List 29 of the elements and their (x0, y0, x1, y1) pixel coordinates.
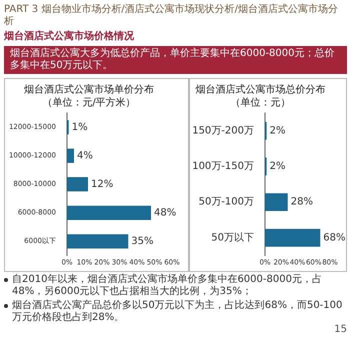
chart-title: 烟台酒店式公寓市场单价分布 (24, 84, 154, 96)
data-label: 68% (323, 232, 346, 244)
text: 烟台酒店式公寓市场价格情况 (4, 29, 135, 43)
data-label: 35% (131, 236, 154, 247)
bar (265, 228, 320, 247)
text: 烟台酒店式公寓产品总价多以50万元以下为主，占比达到68%，而50-100万元价格段也占到28%。 (12, 300, 344, 324)
bar (67, 234, 128, 248)
text: 15 (333, 324, 347, 335)
chart-subtitle: （单位：元） (230, 96, 290, 109)
data-label: 28% (290, 196, 313, 208)
bar (67, 206, 151, 220)
bar (265, 193, 288, 212)
bar (67, 177, 88, 192)
data-label: 48% (154, 207, 176, 218)
chart-title: 烟台酒店式公寓市场总价分布 (196, 84, 326, 96)
data-label: 2% (270, 125, 286, 136)
text: 烟台酒店式公寓大多为低总价产品，单价主要集中在6000-8000元；总价多集中在50万元以下。 (4, 46, 347, 74)
data-label: 12% (91, 178, 114, 190)
y-tick-label: 50万以下 (211, 231, 254, 244)
text: 自2010年以来，烟台酒店式公寓市场单价多集中在6000-8000元，占48%，另6000元以下也占据相当大的比例，为35%； (12, 274, 323, 298)
text: PART 3 烟台物业市场分析/酒店式公寓市场现状分析/烟台酒店式公寓市场分析 (4, 4, 340, 28)
data-label: 1% (72, 122, 88, 133)
y-tick-label: 50万-100万 (198, 196, 254, 208)
bar (67, 148, 74, 163)
data-label: 4% (77, 150, 93, 162)
chart-subtitle: （单位：元/平方米） (42, 96, 136, 109)
data-label: 2% (270, 161, 286, 172)
y-tick-label: 100万-150万 (192, 161, 254, 172)
y-tick-label: 150万-200万 (192, 125, 254, 136)
